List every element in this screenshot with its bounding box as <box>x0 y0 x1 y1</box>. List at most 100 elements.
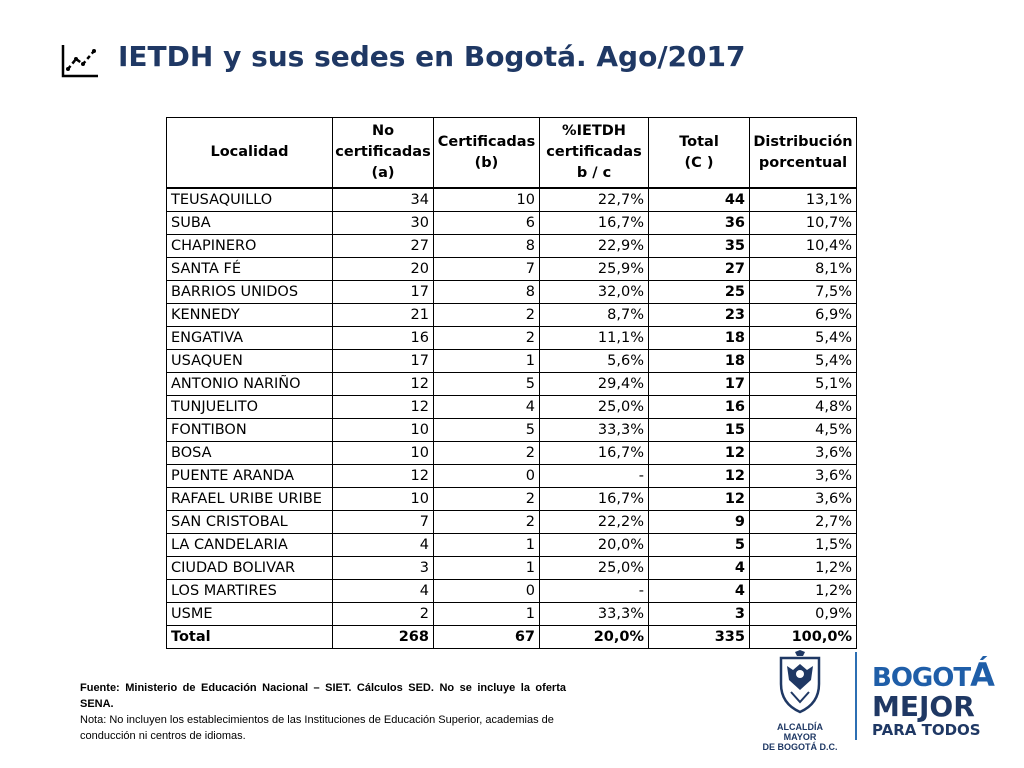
cell-no-certificadas: 34 <box>332 187 434 212</box>
cell-pct-ietdh: 20,0% <box>539 625 649 649</box>
cell-no-certificadas: 10 <box>332 487 434 511</box>
cell-certificadas: 10 <box>433 187 540 212</box>
cell-localidad: KENNEDY <box>166 303 333 327</box>
cell-no-certificadas: 21 <box>332 303 434 327</box>
data-table: Localidad No certificadas (a) Certificad… <box>166 117 857 649</box>
cell-distribucion: 13,1% <box>749 187 857 212</box>
cell-localidad: CHAPINERO <box>166 234 333 258</box>
table-total-row: Total 268 67 20,0% 335 100,0% <box>166 625 857 649</box>
cell-certificadas: 6 <box>433 211 540 235</box>
cell-distribucion: 5,4% <box>749 349 857 373</box>
cell-certificadas: 1 <box>433 349 540 373</box>
cell-distribucion: 0,9% <box>749 602 857 626</box>
line-chart-icon <box>61 45 98 78</box>
cell-certificadas: 2 <box>433 303 540 327</box>
cell-pct-ietdh: 16,7% <box>539 441 649 465</box>
table-row: LA CANDELARIA 4 1 20,0% 5 1,5% <box>166 533 857 557</box>
cell-pct-ietdh: 29,4% <box>539 372 649 396</box>
cell-no-certificadas: 17 <box>332 349 434 373</box>
cell-no-certificadas: 10 <box>332 441 434 465</box>
cell-distribucion: 6,9% <box>749 303 857 327</box>
table-body: TEUSAQUILLO 34 10 22,7% 44 13,1% SUBA 30 6 16,7% 3… <box>166 187 857 649</box>
cell-total: 12 <box>648 441 750 465</box>
cell-distribucion: 1,5% <box>749 533 857 557</box>
cell-certificadas: 2 <box>433 441 540 465</box>
table-row: BOSA 10 2 16,7% 12 3,6% <box>166 441 857 465</box>
note-text: Nota: No incluyen los establecimientos d… <box>80 714 554 742</box>
cell-distribucion: 8,1% <box>749 257 857 281</box>
table-row: PUENTE ARANDA 12 0-12 3,6% <box>166 464 857 488</box>
cell-no-certificadas: 20 <box>332 257 434 281</box>
cell-localidad: Total <box>166 625 333 649</box>
cell-pct-ietdh: 25,0% <box>539 395 649 419</box>
table-row: SAN CRISTOBAL 7 2 22,2% 9 2,7% <box>166 510 857 534</box>
cell-certificadas: 2 <box>433 326 540 350</box>
cell-total: 12 <box>648 487 750 511</box>
cell-no-certificadas: 4 <box>332 533 434 557</box>
page-title: IETDH y sus sedes en Bogotá. Ago/2017 <box>118 40 746 73</box>
cell-distribucion: 3,6% <box>749 441 857 465</box>
table-header-row: Localidad No certificadas (a) Certificad… <box>166 117 857 189</box>
cell-no-certificadas: 3 <box>332 556 434 580</box>
cell-no-certificadas: 12 <box>332 372 434 396</box>
cell-localidad: FONTIBON <box>166 418 333 442</box>
cell-total: 18 <box>648 326 750 350</box>
cell-distribucion: 7,5% <box>749 280 857 304</box>
cell-certificadas: 1 <box>433 533 540 557</box>
table-row: RAFAEL URIBE URIBE 10 2 16,7% 12 3,6% <box>166 487 857 511</box>
cell-distribucion: 5,4% <box>749 326 857 350</box>
cell-localidad: TUNJUELITO <box>166 395 333 419</box>
cell-localidad: PUENTE ARANDA <box>166 464 333 488</box>
cell-total: 18 <box>648 349 750 373</box>
cell-no-certificadas: 7 <box>332 510 434 534</box>
table-row: USME 2 1 33,3% 3 0,9% <box>166 602 857 626</box>
cell-localidad: CIUDAD BOLIVAR <box>166 556 333 580</box>
cell-no-certificadas: 27 <box>332 234 434 258</box>
cell-no-certificadas: 4 <box>332 579 434 603</box>
cell-distribucion: 1,2% <box>749 556 857 580</box>
cell-distribucion: 3,6% <box>749 464 857 488</box>
cell-certificadas: 7 <box>433 257 540 281</box>
cell-pct-ietdh: 22,2% <box>539 510 649 534</box>
cell-no-certificadas: 17 <box>332 280 434 304</box>
cell-localidad: LOS MARTIRES <box>166 579 333 603</box>
cell-pct-ietdh: 5,6% <box>539 349 649 373</box>
cell-total: 27 <box>648 257 750 281</box>
cell-total: 4 <box>648 556 750 580</box>
cell-distribucion: 10,4% <box>749 234 857 258</box>
source-note: Fuente: Ministerio de Educación Nacional… <box>80 680 566 744</box>
cell-localidad: RAFAEL URIBE URIBE <box>166 487 333 511</box>
cell-certificadas: 8 <box>433 280 540 304</box>
cell-certificadas: 8 <box>433 234 540 258</box>
header-certificadas: Certificadas (b) <box>433 117 540 189</box>
bogota-wordmark: BOGOTÁ <box>872 656 995 694</box>
source-text: Fuente: Ministerio de Educación Nacional… <box>80 682 566 710</box>
cell-total: 4 <box>648 579 750 603</box>
cell-total: 16 <box>648 395 750 419</box>
alcaldia-line1: ALCALDÍA MAYOR <box>777 722 823 742</box>
coat-of-arms-icon <box>779 650 821 714</box>
cell-no-certificadas: 12 <box>332 464 434 488</box>
cell-no-certificadas: 268 <box>332 625 434 649</box>
alcaldia-logo: ALCALDÍA MAYOR DE BOGOTÁ D.C. <box>760 650 840 755</box>
cell-total: 15 <box>648 418 750 442</box>
cell-total: 335 <box>648 625 750 649</box>
cell-localidad: ANTONIO NARIÑO <box>166 372 333 396</box>
logo-divider <box>855 652 857 740</box>
mejor-wordmark: MEJOR <box>872 690 975 723</box>
cell-pct-ietdh: 11,1% <box>539 326 649 350</box>
table-row: CIUDAD BOLIVAR 3 1 25,0% 4 1,2% <box>166 556 857 580</box>
cell-total: 9 <box>648 510 750 534</box>
header-distribucion: Distribución porcentual <box>749 117 857 189</box>
cell-total: 36 <box>648 211 750 235</box>
alcaldia-line2: DE BOGOTÁ D.C. <box>762 742 838 752</box>
table-row: LOS MARTIRES 4 0-4 1,2% <box>166 579 857 603</box>
cell-pct-ietdh: 16,7% <box>539 211 649 235</box>
cell-pct-ietdh: 25,9% <box>539 257 649 281</box>
cell-total: 5 <box>648 533 750 557</box>
cell-certificadas: 2 <box>433 487 540 511</box>
cell-localidad: SUBA <box>166 211 333 235</box>
table-row: SANTA FÉ 20 7 25,9% 27 8,1% <box>166 257 857 281</box>
header-no-certificadas: No certificadas (a) <box>332 117 434 189</box>
header-total: Total (C ) <box>648 117 750 189</box>
